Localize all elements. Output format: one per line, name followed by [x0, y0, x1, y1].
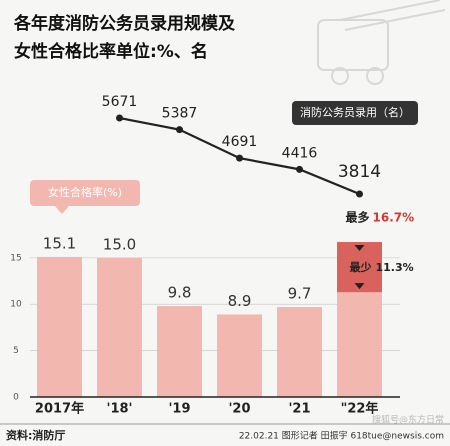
value-label: 9.8 [168, 284, 192, 302]
value-label: 4416 [282, 145, 318, 161]
bar [217, 314, 262, 397]
legend-bubble [292, 101, 418, 125]
y-tick-label: 10 [10, 300, 22, 310]
source: 资料:消防厅 [6, 428, 65, 442]
x-tick-label: '21 [288, 402, 310, 417]
watermark: 搜狐号@东方日常 [372, 414, 444, 426]
y-tick-label: 15 [10, 253, 21, 263]
value-label: 9.7 [288, 285, 312, 303]
bar [37, 256, 82, 397]
line-point [236, 154, 243, 162]
range-arrow [354, 283, 365, 290]
bar [97, 257, 142, 397]
x-tick-label: '18' [106, 402, 132, 417]
value-label: 15.1 [43, 234, 76, 252]
range-arrow [354, 245, 365, 252]
value-label: 4691 [222, 134, 258, 150]
chart-subtitle: 女性合格比率单位:%、名 [14, 41, 208, 62]
truck-illustration [317, 0, 446, 85]
legend-bubble [30, 180, 140, 206]
y-tick-label: 5 [13, 346, 19, 356]
range-value: 11.3% [376, 261, 414, 274]
line-point [116, 114, 123, 122]
range-value: 16.7% [373, 211, 415, 225]
value-label: 5671 [102, 94, 138, 110]
value-label: 8.9 [228, 292, 252, 310]
bar [157, 306, 202, 397]
line-point [296, 165, 303, 173]
line-point [176, 126, 183, 134]
credit: 22.02.21 图形记者 田振宇 618tue@newsis.com [239, 430, 444, 442]
chart-title: 各年度消防公务员录用规模及 [13, 13, 236, 34]
line-point [356, 190, 363, 198]
bar [277, 307, 322, 397]
range-label: 最少 [350, 260, 372, 274]
value-label: 5387 [162, 106, 198, 122]
value-label: 15.0 [103, 235, 136, 253]
x-tick-label: 2017年 [35, 401, 84, 417]
y-tick-label: 0 [13, 393, 19, 403]
legend-pointer [55, 206, 69, 214]
x-tick-label: '19 [168, 402, 190, 417]
legend-label: 女性合格率(%) [48, 185, 122, 199]
x-tick-label: '20 [228, 402, 250, 417]
legend-label: 消防公务员录用（名） [300, 105, 410, 119]
range-label: 最多 [346, 210, 370, 225]
x-tick-label: "22年 [341, 401, 379, 417]
value-label: 3814 [338, 162, 381, 182]
